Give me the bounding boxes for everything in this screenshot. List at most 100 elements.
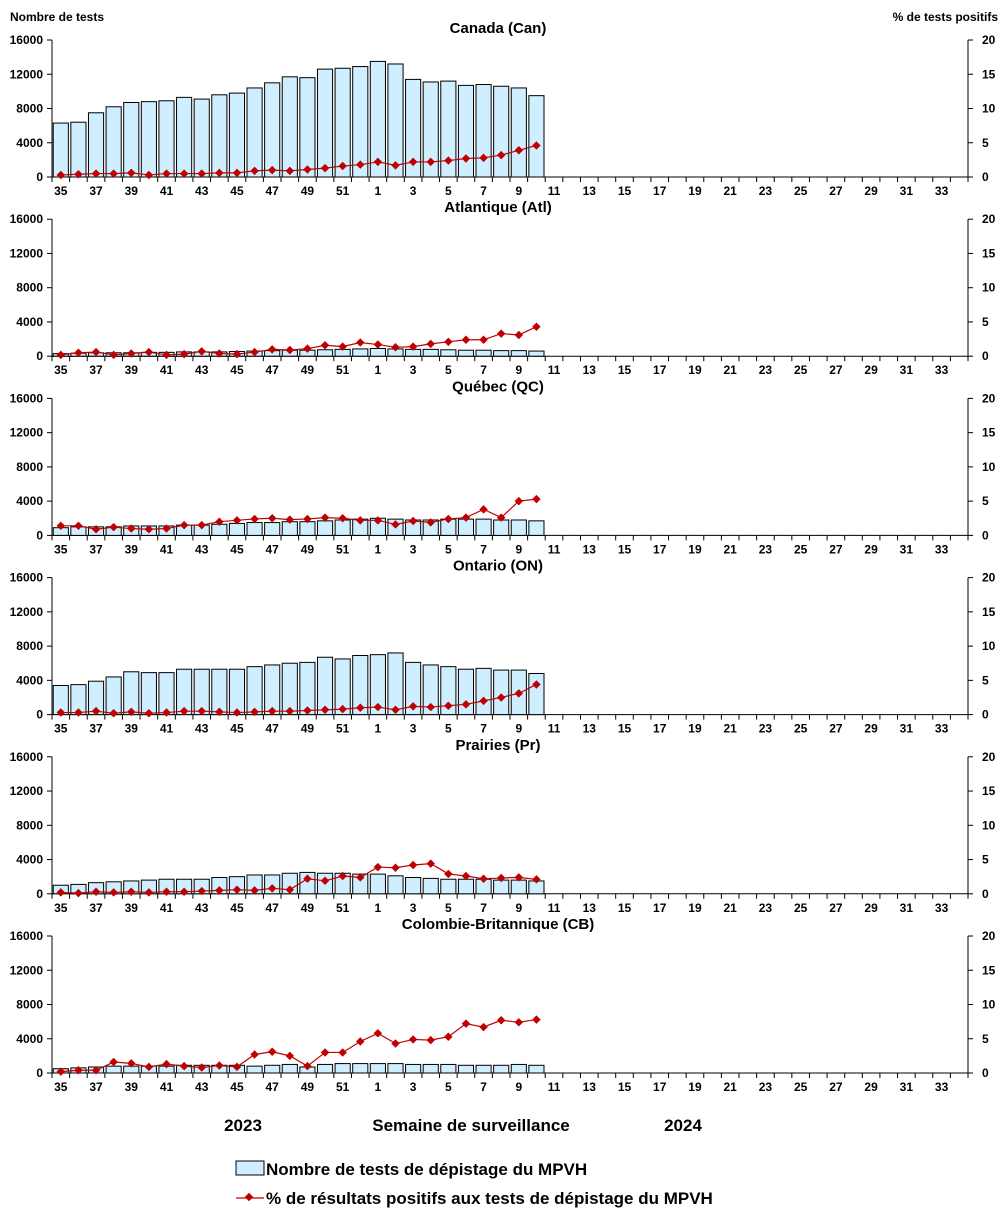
x-tick-label: 5	[445, 1080, 452, 1094]
bar-tests	[352, 348, 369, 357]
positivity-point	[461, 871, 471, 881]
x-tick-label: 39	[125, 363, 139, 377]
chart-panel-4: Prairies (Pr)040008000120001600005101520…	[10, 737, 996, 915]
bar-tests	[105, 106, 122, 178]
right-tick-label: 20	[982, 391, 996, 405]
x-tick-label: 27	[829, 363, 843, 377]
bar-tests	[87, 112, 105, 178]
x-tick-label: 35	[54, 722, 68, 736]
bar-tests	[281, 662, 298, 716]
positivity-point	[179, 169, 189, 178]
positivity-point	[426, 859, 435, 868]
bar-tests	[475, 667, 492, 716]
positivity-point	[320, 340, 330, 350]
left-tick-label: 12000	[10, 246, 44, 260]
year-label-2023: 2023	[224, 1116, 262, 1135]
bar-tests	[316, 520, 334, 536]
positivity-point	[144, 347, 154, 357]
left-tick-label: 16000	[10, 212, 44, 226]
positivity-line	[60, 144, 537, 176]
positivity-point	[479, 335, 488, 345]
positivity-point	[391, 863, 400, 873]
x-tick-label: 15	[618, 542, 632, 556]
positivity-point	[356, 873, 365, 882]
positivity-point	[250, 514, 259, 524]
bar-tests	[105, 1065, 122, 1074]
chart-title: Atlantique (Atl)	[444, 199, 551, 216]
x-tick-label: 35	[54, 1080, 68, 1094]
bar-tests	[264, 522, 281, 536]
bar-tests	[405, 661, 422, 716]
chart-panels: Canada (Can)0400080001200016000051015203…	[10, 20, 996, 1094]
positivity-point	[426, 518, 435, 527]
x-tick-label: 19	[688, 184, 702, 198]
positivity-point	[532, 322, 541, 331]
x-tick-label: 15	[618, 363, 632, 377]
x-tick-label: 47	[266, 901, 280, 915]
x-tick-label: 41	[160, 184, 174, 198]
right-tick-label: 5	[982, 673, 989, 687]
bar-tests	[510, 350, 527, 357]
positivity-point	[532, 875, 541, 884]
right-tick-label: 0	[982, 528, 989, 542]
left-tick-label: 4000	[16, 494, 43, 508]
x-tick-label: 17	[653, 722, 667, 736]
x-tick-label: 19	[688, 1080, 702, 1094]
right-tick-label: 0	[982, 349, 989, 363]
positivity-line	[60, 683, 537, 714]
x-tick-label: 47	[266, 184, 280, 198]
x-tick-label: 19	[688, 363, 702, 377]
x-tick-label: 21	[724, 722, 738, 736]
x-tick-label: 5	[445, 722, 452, 736]
positivity-point	[444, 337, 453, 347]
legend-line-label: % de résultats positifs aux tests de dép…	[266, 1189, 713, 1208]
positivity-line	[60, 326, 537, 356]
bar-tests	[528, 350, 545, 357]
positivity-point	[514, 1018, 524, 1027]
bar-tests	[299, 521, 316, 536]
right-tick-label: 10	[982, 818, 996, 832]
left-tick-label: 4000	[16, 853, 43, 867]
x-tick-label: 7	[480, 184, 487, 198]
x-tick-label: 41	[160, 542, 174, 556]
positivity-point	[250, 1050, 259, 1059]
bar-tests	[193, 98, 210, 178]
bar-tests	[422, 1063, 439, 1074]
bar-tests	[352, 66, 369, 178]
positivity-point	[127, 168, 136, 178]
x-tick-label: 29	[864, 901, 878, 915]
positivity-point	[320, 513, 330, 522]
positivity-point	[285, 515, 295, 524]
positivity-point	[514, 330, 524, 340]
x-tick-label: 41	[160, 901, 174, 915]
positivity-point	[320, 1048, 330, 1057]
x-tick-label: 45	[230, 1080, 244, 1094]
positivity-point	[303, 165, 312, 174]
bar-tests	[228, 668, 246, 716]
x-tick-label: 11	[548, 184, 561, 198]
positivity-line	[60, 863, 537, 894]
x-tick-label: 51	[336, 901, 350, 915]
bar-tests	[457, 84, 475, 178]
left-tick-label: 12000	[10, 784, 44, 798]
year-label-2024: 2024	[664, 1116, 702, 1135]
bar-tests	[422, 348, 439, 357]
bar-tests	[264, 1064, 281, 1074]
left-tick-label: 8000	[16, 460, 43, 474]
x-tick-label: 9	[515, 542, 522, 556]
left-tick-label: 16000	[10, 33, 44, 47]
x-tick-label: 3	[410, 722, 417, 736]
positivity-point	[408, 342, 418, 351]
right-tick-label: 0	[982, 887, 989, 901]
x-tick-label: 3	[410, 901, 417, 915]
x-tick-label: 1	[375, 363, 382, 377]
bar-tests	[140, 101, 157, 178]
right-tick-label: 10	[982, 460, 996, 474]
x-tick-label: 13	[583, 184, 597, 198]
x-tick-label: 11	[548, 363, 561, 377]
x-tick-label: 1	[375, 184, 382, 198]
left-axis-title: Nombre de tests	[10, 10, 104, 24]
positivity-point	[444, 1032, 453, 1041]
x-tick-label: 23	[759, 184, 773, 198]
right-tick-label: 0	[982, 1066, 989, 1080]
